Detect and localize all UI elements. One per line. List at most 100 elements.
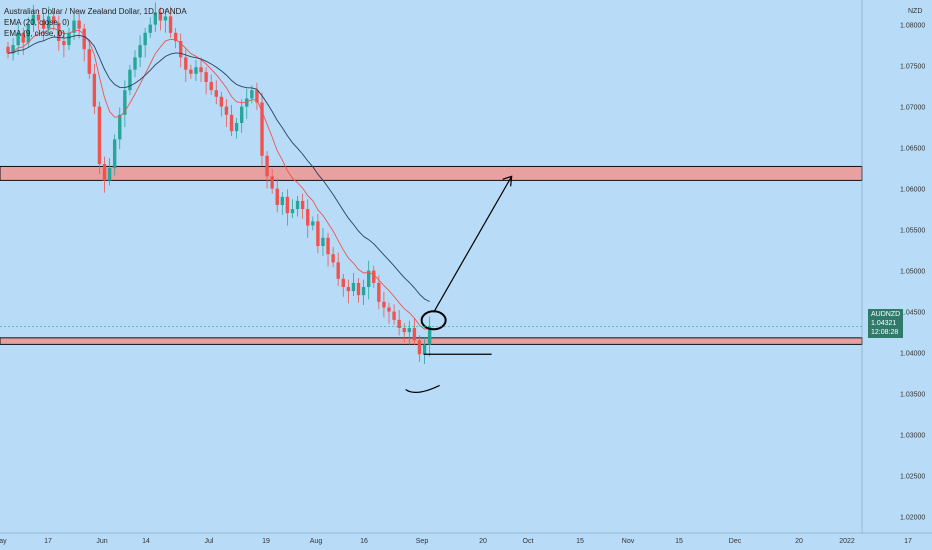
- candle-body: [412, 328, 417, 341]
- candles: [6, 2, 432, 365]
- time-tick-label: 15: [675, 538, 683, 545]
- candle-body: [41, 20, 46, 29]
- time-tick-label: 2022: [839, 538, 855, 545]
- price-tick-label: 1.05000: [900, 269, 925, 276]
- price-tick-label: 1.07000: [900, 105, 925, 112]
- time-tick-label: Oct: [523, 538, 534, 545]
- candle-body: [427, 326, 432, 345]
- ema-slow-line: [7, 34, 430, 302]
- candle-body: [361, 287, 366, 296]
- candle-body: [346, 287, 351, 292]
- candle-body: [128, 69, 132, 91]
- legend-ema-fast[interactable]: EMA (9, close, 0): [4, 29, 65, 38]
- candle-body: [31, 14, 36, 25]
- candle-body: [417, 340, 422, 355]
- candle-body: [331, 254, 335, 263]
- candle-body: [382, 301, 386, 308]
- candle-body: [16, 32, 20, 46]
- projection-arrow: [433, 176, 513, 313]
- swing-low-sketch: [405, 384, 440, 393]
- resistance-zone: [0, 165, 863, 181]
- price-tick-label: 1.02500: [900, 474, 925, 481]
- candle-body: [255, 90, 259, 103]
- candle-body: [280, 196, 285, 205]
- time-tick-label: 20: [479, 538, 487, 545]
- price-axis-currency: NZD: [908, 8, 922, 15]
- time-tick-label: 19: [262, 538, 270, 545]
- candle-body: [356, 282, 361, 296]
- price-badge: AUDNZD 1.04321 12:08:28: [868, 309, 903, 338]
- candle-body: [72, 20, 76, 33]
- candle-body: [285, 196, 290, 214]
- candle-body: [234, 123, 239, 132]
- candle-body: [107, 168, 112, 181]
- price-tick-label: 1.05500: [900, 228, 925, 235]
- candle-body: [372, 270, 376, 283]
- candle-body: [295, 200, 300, 210]
- ema-lines: [7, 27, 430, 330]
- time-tick-label: 20: [795, 538, 803, 545]
- projection-arrow-head: [502, 175, 513, 187]
- badge-symbol: AUDNZD: [871, 311, 901, 318]
- time-tick-label: 14: [142, 538, 150, 545]
- candle-body: [153, 12, 158, 25]
- candle-body: [321, 237, 325, 246]
- time-tick-label: 15: [576, 538, 584, 545]
- ema-fast-line: [7, 27, 430, 330]
- candle-body: [36, 14, 41, 21]
- badge-price: 1.04321: [871, 320, 897, 327]
- time-tick-label: Dec: [729, 538, 742, 545]
- candle-body: [62, 41, 66, 46]
- legend-ema-slow[interactable]: EMA (20, close, 0): [4, 18, 70, 27]
- candle-body: [204, 72, 208, 82]
- candle-body: [239, 106, 244, 123]
- candle-body: [26, 24, 31, 43]
- candle-body: [224, 106, 229, 115]
- candle-body: [229, 114, 234, 132]
- candle-body: [397, 319, 401, 328]
- time-tick-label: Jun: [96, 538, 107, 545]
- candle-body: [260, 102, 264, 156]
- candle-body: [133, 57, 137, 70]
- candle-body: [326, 237, 330, 255]
- candle-body: [97, 106, 102, 164]
- candle-body: [158, 12, 163, 21]
- time-tick-label: Jul: [205, 538, 214, 545]
- time-tick-label: Nov: [622, 538, 635, 545]
- candle-body: [270, 176, 274, 189]
- candle-body: [377, 282, 381, 302]
- candle-body: [407, 328, 412, 333]
- candle-body: [21, 32, 25, 43]
- candle-body: [67, 32, 71, 46]
- candle-body: [422, 344, 427, 355]
- time-tick-label: 17: [904, 538, 912, 545]
- candle-body: [52, 16, 56, 23]
- candle-body: [402, 328, 406, 333]
- price-tick-label: 1.08000: [900, 23, 925, 30]
- candle-body: [173, 32, 178, 41]
- candle-body: [102, 164, 107, 181]
- zones: [0, 165, 863, 345]
- candle-body: [189, 69, 193, 74]
- legend-title: Australian Dollar / New Zealand Dollar, …: [4, 7, 187, 16]
- price-tick-label: 1.03500: [900, 392, 925, 399]
- candle-body: [82, 28, 86, 50]
- candle-body: [316, 221, 320, 246]
- candle-body: [143, 32, 147, 46]
- candle-body: [290, 209, 295, 214]
- candle-body: [311, 221, 315, 226]
- candle-body: [194, 67, 198, 74]
- candle-body: [336, 262, 340, 279]
- candle-body: [123, 90, 127, 115]
- candle-body: [199, 67, 203, 73]
- candle-body: [351, 282, 356, 292]
- candle-body: [168, 16, 173, 33]
- price-tick-label: 1.04000: [900, 351, 925, 358]
- candle-body: [46, 16, 51, 29]
- price-tick-label: 1.02000: [900, 515, 925, 522]
- badge-countdown: 12:08:28: [871, 329, 899, 336]
- candle-body: [275, 188, 279, 205]
- price-tick-label: 1.06500: [900, 146, 925, 153]
